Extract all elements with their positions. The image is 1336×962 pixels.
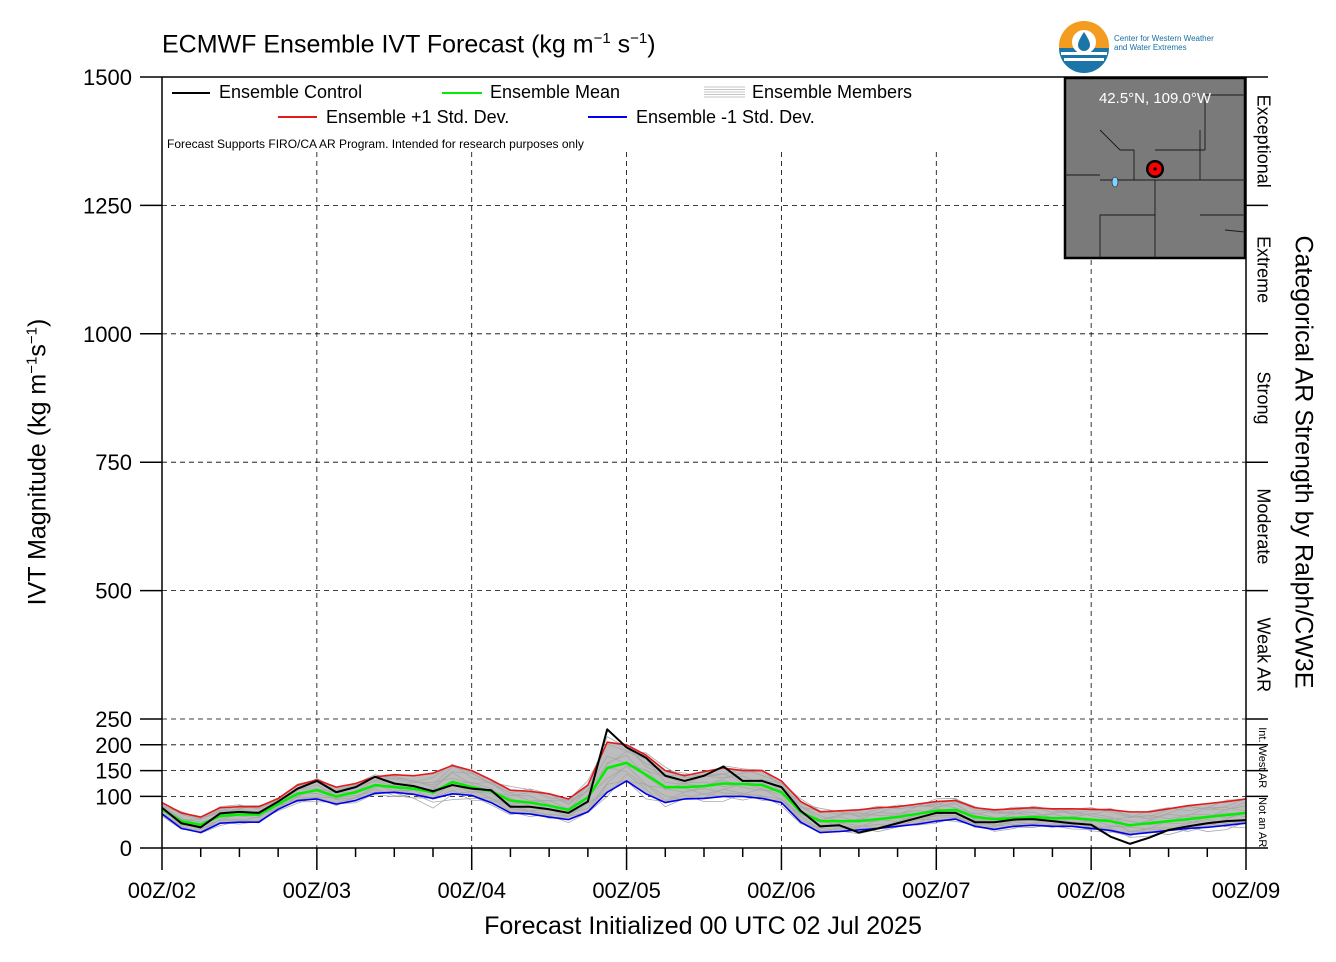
category-label: Exceptional — [1253, 95, 1273, 188]
y-tick-label: 1250 — [83, 193, 132, 218]
series-line — [161, 728, 1247, 845]
y-tick-label: 250 — [95, 707, 132, 732]
y-tick-label: 100 — [95, 784, 132, 809]
y-tick-label: 0 — [120, 836, 132, 861]
category-label: Strong — [1253, 371, 1273, 424]
legend-label-members: Ensemble Members — [752, 82, 913, 102]
x-tick-label: 00Z/05 — [592, 878, 661, 903]
x-tick-label: 00Z/06 — [747, 878, 816, 903]
chart-title: ECMWF Ensemble IVT Forecast (kg m−1 s−1) — [162, 30, 656, 59]
ensemble-member-line — [161, 765, 1247, 831]
y-tick-label: 200 — [95, 733, 132, 758]
category-label: Moderate — [1253, 488, 1273, 564]
y-tick-label: 1500 — [83, 65, 132, 90]
x-tick-label: 00Z/09 — [1212, 878, 1281, 903]
legend-label-minus-std: Ensemble -1 Std. Dev. — [636, 107, 815, 127]
series-line — [161, 741, 1247, 818]
category-label: Extreme — [1253, 236, 1273, 303]
series-lines — [161, 728, 1247, 845]
category-label: Weak AR — [1253, 617, 1273, 692]
legend-label-mean: Ensemble Mean — [490, 82, 621, 102]
x-axis-label: Forecast Initialized 00 UTC 02 Jul 2025 — [484, 912, 922, 940]
y-axis-label: IVT Magnitude (kg m−1s−1) — [23, 318, 52, 606]
y-tick-label: 500 — [95, 579, 132, 604]
x-tick-label: 00Z/03 — [283, 878, 352, 903]
series-line — [161, 780, 1247, 836]
state-border — [1224, 229, 1246, 233]
x-tick-label: 00Z/08 — [1057, 878, 1126, 903]
legend-label-plus-std: Ensemble +1 Std. Dev. — [326, 107, 510, 127]
state-border — [1099, 129, 1134, 151]
location-marker-dot — [1153, 167, 1157, 171]
footnote: Forecast Supports FIRO/CA AR Program. In… — [167, 137, 584, 151]
y-tick-label: 150 — [95, 759, 132, 784]
logo-line1: Center for Western Weather — [1114, 34, 1214, 43]
grid-lines — [162, 152, 1246, 848]
lake-marker — [1111, 176, 1119, 188]
inset-coordinates: 42.5°N, 109.0°W — [1098, 90, 1212, 107]
ensemble-member-line — [161, 736, 1247, 820]
state-border — [1099, 214, 1155, 258]
y-tick-label: 1000 — [83, 322, 132, 347]
cw3e-logo: Center for Western Weather and Water Extr… — [1056, 18, 1246, 74]
x-tick-label: 00Z/02 — [128, 878, 197, 903]
category-label: Not an AR — [1256, 797, 1268, 847]
right-axis-label: Categorical AR Strength by Ralph/CW3E — [1289, 235, 1318, 689]
ensemble-member-line — [161, 773, 1247, 836]
inset-map — [1063, 76, 1247, 260]
series-line — [161, 761, 1247, 827]
legend — [172, 86, 745, 118]
legend-label-control: Ensemble Control — [219, 82, 363, 102]
logo-icon — [1059, 21, 1109, 73]
x-tick-label: 00Z/07 — [902, 878, 971, 903]
x-tick-label: 00Z/04 — [437, 878, 506, 903]
y-tick-label: 750 — [95, 450, 132, 475]
logo-line2: and Water Extremes — [1114, 43, 1187, 52]
ensemble-member-line — [161, 754, 1247, 826]
category-label: Int. West AR — [1256, 727, 1268, 788]
